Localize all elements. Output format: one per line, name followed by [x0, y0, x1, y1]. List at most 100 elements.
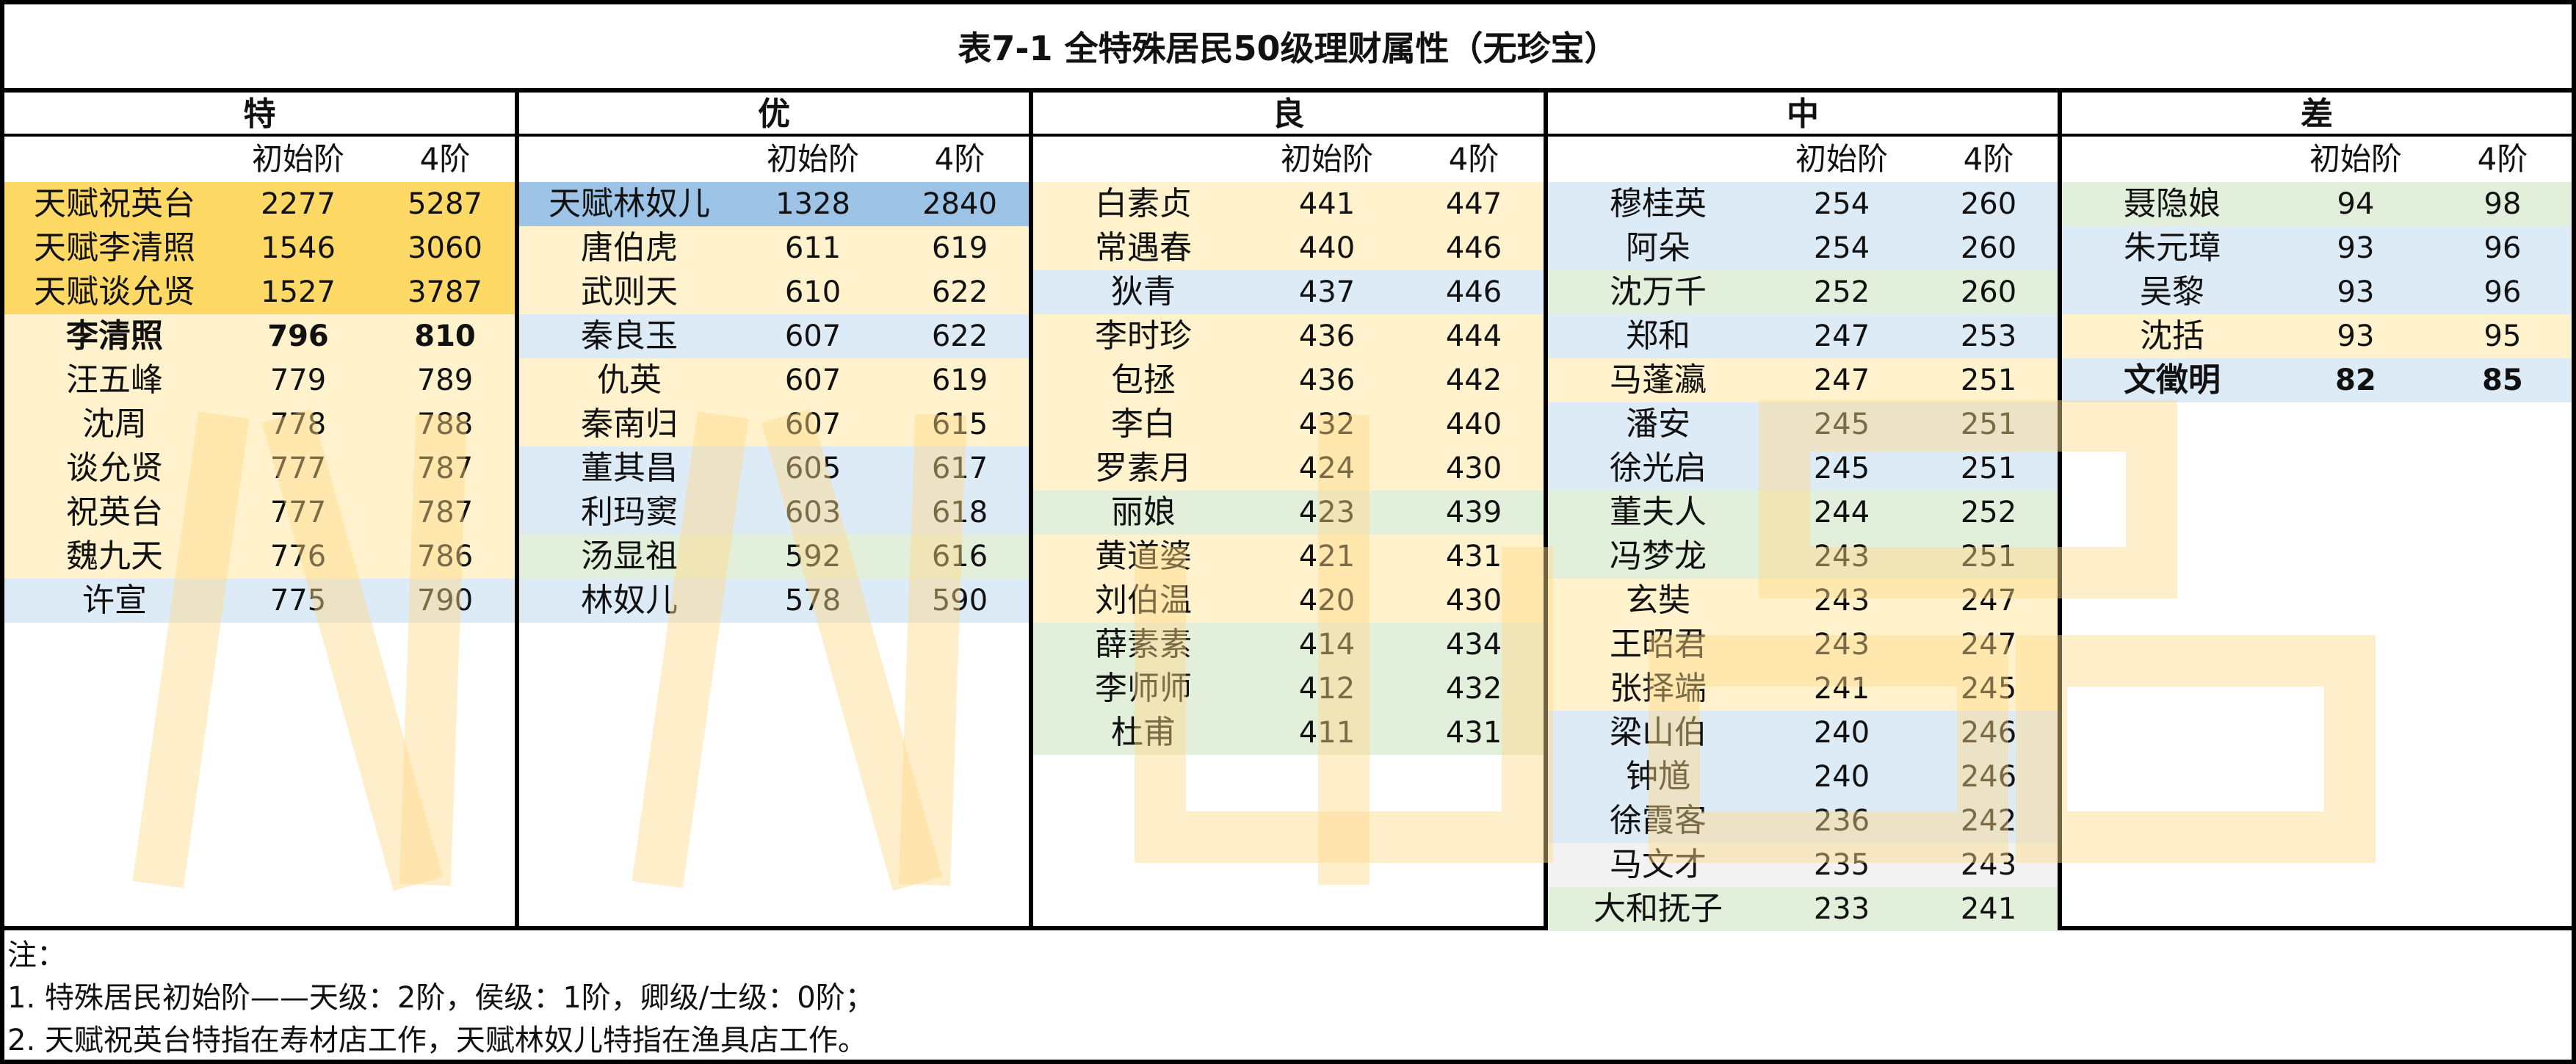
resident-name: 罗素月	[1095, 449, 1192, 487]
resident-row: 聂隐娘 94 98	[2062, 182, 2572, 226]
grade-label: 良	[1272, 95, 1305, 133]
initial-value: 777	[269, 452, 327, 485]
resident-row: 天赋谈允贤 1527 3787	[4, 270, 515, 314]
initial-value: 1527	[261, 275, 336, 309]
initial-value: 412	[1298, 672, 1356, 706]
resident-name: 祝英台	[66, 493, 163, 531]
initial-value: 247	[1813, 319, 1870, 353]
initial-value: 233	[1813, 892, 1870, 926]
tier4-value: 241	[1960, 892, 2017, 926]
resident-name: 张择端	[1610, 670, 1707, 707]
initial-value: 592	[784, 540, 842, 573]
initial-value: 240	[1813, 716, 1870, 750]
resident-row: 马蓬瀛 247 251	[1548, 358, 2058, 402]
tier4-value: 247	[1960, 584, 2017, 618]
resident-name: 狄青	[1111, 273, 1176, 311]
resident-row: 李白 432 440	[1033, 402, 1544, 446]
initial-value: 605	[784, 452, 842, 485]
column-divider	[1029, 88, 1033, 930]
initial-value: 254	[1813, 231, 1870, 265]
resident-row: 天赋祝英台 2277 5287	[4, 182, 515, 226]
resident-name: 包拯	[1111, 361, 1176, 399]
tier4-value: 242	[1960, 804, 2017, 838]
notes: 注： 1. 特殊居民初始阶——天级：2阶，侯级：1阶，卿级/士级：0阶； 2. …	[7, 934, 2563, 1062]
initial-value: 235	[1813, 848, 1870, 882]
resident-name: 马蓬瀛	[1610, 361, 1707, 399]
tier4-value: 617	[931, 452, 988, 485]
resident-name: 天赋谈允贤	[34, 273, 195, 311]
resident-row: 刘伯温 420 430	[1033, 579, 1544, 623]
resident-name: 魏九天	[66, 538, 163, 575]
initial-value: 411	[1298, 716, 1356, 750]
tier4-value: 431	[1445, 716, 1502, 750]
resident-row: 罗素月 424 430	[1033, 446, 1544, 491]
initial-value: 607	[784, 319, 842, 353]
resident-row: 林奴儿 578 590	[519, 579, 1029, 623]
resident-row: 唐伯虎 611 619	[519, 226, 1029, 270]
initial-value: 420	[1298, 584, 1356, 618]
resident-row: 沈括 93 95	[2062, 314, 2572, 358]
resident-row: 天赋李清照 1546 3060	[4, 226, 515, 270]
tier4-value: 246	[1960, 760, 2017, 794]
resident-name: 武则天	[581, 273, 678, 311]
header-initial: 初始阶	[766, 141, 859, 177]
resident-row: 文徵明 82 85	[2062, 358, 2572, 402]
tier4-value: 243	[1960, 848, 2017, 882]
resident-row: 阿朵 254 260	[1548, 226, 2058, 270]
initial-value: 437	[1298, 275, 1356, 309]
resident-row: 白素贞 441 447	[1033, 182, 1544, 226]
initial-value: 796	[267, 319, 329, 353]
grade-group: 中初始阶 4阶 穆桂英 254 260 阿朵 254 260 沈万千 252 260 郑和 247 253…	[1548, 93, 2058, 931]
resident-name: 天赋李清照	[34, 229, 195, 267]
resident-name: 利玛窦	[581, 493, 678, 531]
resident-row: 梁山伯 240 246	[1548, 711, 2058, 755]
resident-name: 唐伯虎	[581, 229, 678, 267]
resident-row: 许宣 775 790	[4, 579, 515, 623]
notes-heading: 注：	[7, 938, 66, 972]
header-tier4: 4阶	[1448, 141, 1499, 177]
initial-value: 243	[1813, 540, 1870, 573]
resident-name: 徐光启	[1610, 449, 1707, 487]
tier4-value: 260	[1960, 231, 2017, 265]
header-tier4: 4阶	[1963, 141, 2014, 177]
initial-value: 421	[1298, 540, 1356, 573]
resident-row: 吴黎 93 96	[2062, 270, 2572, 314]
column-divider	[2058, 88, 2062, 930]
tier4-value: 3060	[408, 231, 482, 265]
grade-divider	[1548, 134, 2058, 137]
resident-list: 天赋祝英台 2277 5287 天赋李清照 1546 3060 天赋谈允贤 1527 3787 李…	[4, 182, 515, 623]
resident-name: 仇英	[597, 361, 662, 399]
resident-name: 玄奘	[1626, 582, 1690, 619]
resident-row: 魏九天 776 786	[4, 535, 515, 579]
header-initial: 初始阶	[1280, 141, 1373, 177]
tier4-value: 251	[1960, 408, 2017, 441]
resident-name: 天赋林奴儿	[549, 185, 710, 222]
resident-row: 武则天 610 622	[519, 270, 1029, 314]
resident-name: 董其昌	[581, 449, 678, 487]
initial-value: 776	[269, 540, 327, 573]
resident-list: 天赋林奴儿 1328 2840 唐伯虎 611 619 武则天 610 622 秦良玉 607 622…	[519, 182, 1029, 623]
initial-value: 414	[1298, 628, 1356, 662]
resident-row: 潘安 245 251	[1548, 402, 2058, 446]
tier4-value: 430	[1445, 452, 1502, 485]
initial-value: 94	[2337, 187, 2375, 221]
resident-list: 穆桂英 254 260 阿朵 254 260 沈万千 252 260 郑和 247 253 马蓬瀛 247…	[1548, 182, 2058, 931]
tier4-value: 2840	[922, 187, 997, 221]
resident-name: 阿朵	[1626, 229, 1690, 267]
resident-row: 冯梦龙 243 251	[1548, 535, 2058, 579]
grade-label: 中	[1787, 95, 1819, 133]
resident-name: 白素贞	[1095, 185, 1192, 222]
grade-group: 特初始阶 4阶 天赋祝英台 2277 5287 天赋李清照 1546 3060 天赋谈允贤 152…	[4, 93, 515, 930]
tier4-value: 96	[2483, 275, 2522, 309]
initial-value: 607	[784, 408, 842, 441]
notes-divider	[0, 926, 2576, 930]
initial-value: 243	[1813, 628, 1870, 662]
resident-name: 李师师	[1095, 670, 1192, 707]
resident-name: 天赋祝英台	[34, 185, 195, 222]
tier4-value: 619	[931, 231, 988, 265]
resident-row: 张择端 241 245	[1548, 667, 2058, 711]
resident-row: 沈万千 252 260	[1548, 270, 2058, 314]
resident-row: 秦南归 607 615	[519, 402, 1029, 446]
initial-value: 436	[1298, 319, 1356, 353]
initial-value: 244	[1813, 496, 1870, 529]
